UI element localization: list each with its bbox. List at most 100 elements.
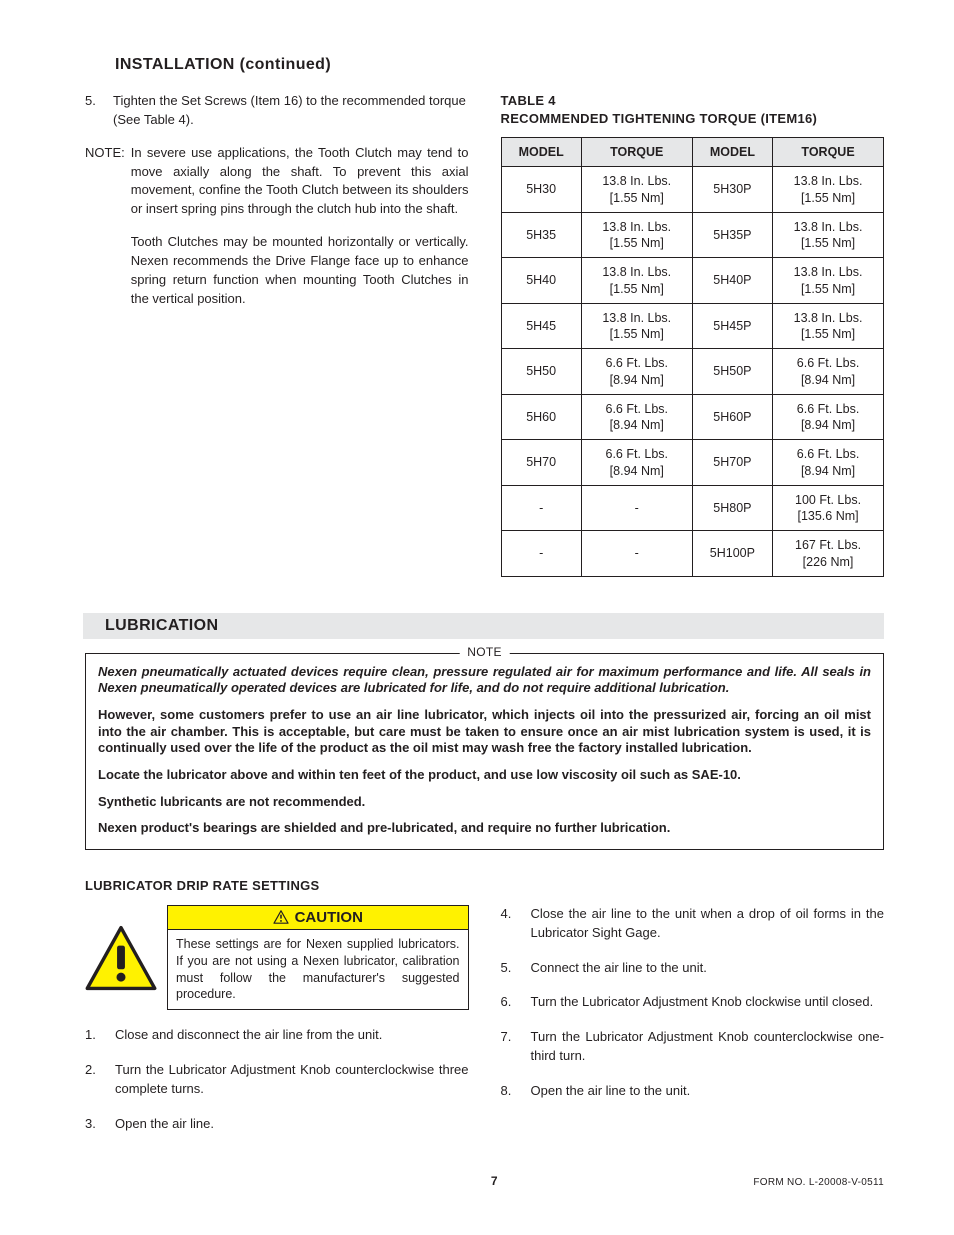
list-item: 6. Turn the Lubricator Adjustment Knob cl… xyxy=(501,993,885,1012)
list-item: 4. Close the air line to the unit when a … xyxy=(501,905,885,943)
page: INSTALLATION (continued) 5. Tighten the … xyxy=(0,0,954,1230)
table-header: TORQUE xyxy=(581,138,692,167)
table4-caption-line1: TABLE 4 xyxy=(501,93,556,108)
drip-steps-left: 1.Close and disconnect the air line from… xyxy=(85,1026,469,1133)
table-cell: 13.8 In. Lbs.[1.55 Nm] xyxy=(581,258,692,304)
lubrication-paragraph: Locate the lubricator above and within t… xyxy=(98,767,871,784)
table-cell: 5H80P xyxy=(692,485,772,531)
table-cell: 13.8 In. Lbs.[1.55 Nm] xyxy=(581,212,692,258)
table-cell: 5H50P xyxy=(692,349,772,395)
caution-header: CAUTION xyxy=(168,906,468,930)
table-cell: 5H35 xyxy=(501,212,581,258)
table-cell: 6.6 Ft. Lbs.[8.94 Nm] xyxy=(581,440,692,486)
step-number: 6. xyxy=(501,993,517,1012)
step-number: 5. xyxy=(501,959,517,978)
table-row: 5H4513.8 In. Lbs.[1.55 Nm]5H45P13.8 In. … xyxy=(501,303,884,349)
table-row: --5H100P167 Ft. Lbs.[226 Nm] xyxy=(501,531,884,577)
step-text: Open the air line to the unit. xyxy=(531,1082,691,1101)
table-cell: 13.8 In. Lbs.[1.55 Nm] xyxy=(773,167,884,213)
table-cell: 6.6 Ft. Lbs.[8.94 Nm] xyxy=(581,349,692,395)
table-cell: 5H35P xyxy=(692,212,772,258)
table-cell: - xyxy=(581,485,692,531)
table-cell: 5H45P xyxy=(692,303,772,349)
table-cell: 5H70 xyxy=(501,440,581,486)
table-cell: 5H30P xyxy=(692,167,772,213)
step-number: 8. xyxy=(501,1082,517,1101)
installation-heading: INSTALLATION (continued) xyxy=(115,56,884,74)
drip-rate-left: CAUTION These settings are for Nexen sup… xyxy=(85,905,469,1150)
table-cell: 167 Ft. Lbs.[226 Nm] xyxy=(773,531,884,577)
table-row: 5H606.6 Ft. Lbs.[8.94 Nm]5H60P6.6 Ft. Lb… xyxy=(501,394,884,440)
table-row: 5H4013.8 In. Lbs.[1.55 Nm]5H40P13.8 In. … xyxy=(501,258,884,304)
installation-right-column: TABLE 4 RECOMMENDED TIGHTENING TORQUE (I… xyxy=(501,92,885,577)
table-row: 5H3013.8 In. Lbs.[1.55 Nm]5H30P13.8 In. … xyxy=(501,167,884,213)
list-item: 1.Close and disconnect the air line from… xyxy=(85,1026,469,1045)
list-item: 3. Open the air line. xyxy=(85,1115,469,1134)
drip-rate-columns: CAUTION These settings are for Nexen sup… xyxy=(85,905,884,1150)
list-item: 5. Connect the air line to the unit. xyxy=(501,959,885,978)
note-label: NOTE: xyxy=(85,144,125,323)
caution-box: CAUTION These settings are for Nexen sup… xyxy=(167,905,469,1011)
table-cell: - xyxy=(501,531,581,577)
note-paragraph: Tooth Clutches may be mounted horizontal… xyxy=(131,233,469,308)
table-cell: 6.6 Ft. Lbs.[8.94 Nm] xyxy=(581,394,692,440)
step-text: Turn the Lubricator Adjustment Knob cloc… xyxy=(531,993,874,1012)
form-number: FORM NO. L-20008-V-0511 xyxy=(753,1177,884,1188)
installation-note: NOTE: In severe use applications, the To… xyxy=(85,144,469,323)
table-cell: - xyxy=(501,485,581,531)
installation-columns: 5. Tighten the Set Screws (Item 16) to t… xyxy=(85,92,884,577)
caution-block: CAUTION These settings are for Nexen sup… xyxy=(85,905,469,1011)
caution-text: These settings are for Nexen supplied lu… xyxy=(168,930,468,1010)
step-number: 5. xyxy=(85,92,103,130)
table-row: --5H80P100 Ft. Lbs.[135.6 Nm] xyxy=(501,485,884,531)
table-cell: 13.8 In. Lbs.[1.55 Nm] xyxy=(581,303,692,349)
table-cell: 5H50 xyxy=(501,349,581,395)
step-number: 3. xyxy=(85,1115,101,1134)
table-header-row: MODEL TORQUE MODEL TORQUE xyxy=(501,138,884,167)
table-row: 5H3513.8 In. Lbs.[1.55 Nm]5H35P13.8 In. … xyxy=(501,212,884,258)
table-cell: 100 Ft. Lbs.[135.6 Nm] xyxy=(773,485,884,531)
lubrication-heading: LUBRICATION xyxy=(83,613,884,639)
table-cell: 5H40P xyxy=(692,258,772,304)
warning-triangle-icon xyxy=(85,905,157,1011)
list-item: 8. Open the air line to the unit. xyxy=(501,1082,885,1101)
table-cell: 13.8 In. Lbs.[1.55 Nm] xyxy=(581,167,692,213)
step-text: Turn the Lubricator Adjustment Knob coun… xyxy=(531,1028,885,1066)
page-footer: 7 FORM NO. L-20008-V-0511 xyxy=(85,1174,884,1188)
table-cell: 5H45 xyxy=(501,303,581,349)
installation-left-column: 5. Tighten the Set Screws (Item 16) to t… xyxy=(85,92,469,322)
table-header: TORQUE xyxy=(773,138,884,167)
table4-caption: TABLE 4 RECOMMENDED TIGHTENING TORQUE (I… xyxy=(501,92,885,127)
table-cell: - xyxy=(581,531,692,577)
step-text: Connect the air line to the unit. xyxy=(531,959,707,978)
torque-table: MODEL TORQUE MODEL TORQUE 5H3013.8 In. L… xyxy=(501,137,885,577)
list-item: 2.Turn the Lubricator Adjustment Knob co… xyxy=(85,1061,469,1099)
table-cell: 6.6 Ft. Lbs.[8.94 Nm] xyxy=(773,394,884,440)
table-cell: 13.8 In. Lbs.[1.55 Nm] xyxy=(773,303,884,349)
table-cell: 5H60P xyxy=(692,394,772,440)
installation-step: 5. Tighten the Set Screws (Item 16) to t… xyxy=(85,92,469,130)
note-paragraph: In severe use applications, the Tooth Cl… xyxy=(131,144,469,219)
table-cell: 13.8 In. Lbs.[1.55 Nm] xyxy=(773,258,884,304)
table-row: 5H506.6 Ft. Lbs.[8.94 Nm]5H50P6.6 Ft. Lb… xyxy=(501,349,884,395)
table-cell: 5H30 xyxy=(501,167,581,213)
table-header: MODEL xyxy=(501,138,581,167)
table-cell: 6.6 Ft. Lbs.[8.94 Nm] xyxy=(773,440,884,486)
caution-label: CAUTION xyxy=(295,909,363,926)
table-header: MODEL xyxy=(692,138,772,167)
step-text: Tighten the Set Screws (Item 16) to the … xyxy=(113,92,469,130)
table-cell: 5H70P xyxy=(692,440,772,486)
step-number: 7. xyxy=(501,1028,517,1066)
list-item: 7. Turn the Lubricator Adjustment Knob co… xyxy=(501,1028,885,1066)
step-number: 1. xyxy=(85,1026,101,1045)
drip-rate-heading: LUBRICATOR DRIP RATE SETTINGS xyxy=(85,878,884,893)
table-cell: 5H40 xyxy=(501,258,581,304)
lubrication-paragraph: Nexen pneumatically actuated devices req… xyxy=(98,664,871,697)
step-text: Open the air line. xyxy=(115,1115,214,1134)
lubrication-note-title: NOTE xyxy=(459,645,510,660)
lubrication-paragraph: However, some customers prefer to use an… xyxy=(98,707,871,757)
step-text: Turn the Lubricator Adjustment Knob coun… xyxy=(115,1061,469,1099)
step-number: 4. xyxy=(501,905,517,943)
lubrication-paragraph: Nexen product's bearings are shielded an… xyxy=(98,820,871,837)
step-text: Close the air line to the unit when a dr… xyxy=(531,905,885,943)
